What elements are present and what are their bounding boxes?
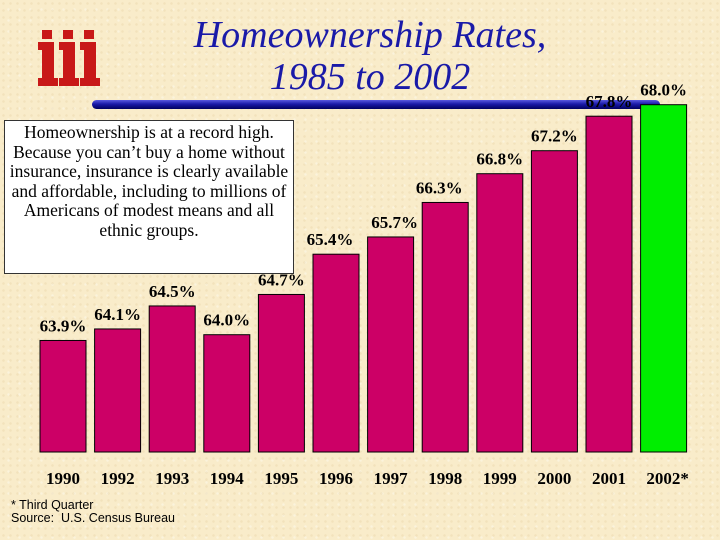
bar-1999 <box>476 173 524 453</box>
bar-2002 <box>640 104 688 453</box>
callout-text: Homeownership is at a record high. Becau… <box>9 122 289 240</box>
bar-2000 <box>530 150 578 453</box>
value-label-2000: 67.2% <box>531 127 578 146</box>
value-label-1995: 64.7% <box>258 270 305 289</box>
value-label-1990: 63.9% <box>40 316 87 335</box>
value-label-1998: 66.3% <box>416 178 463 197</box>
callout-box: Homeownership is at a record high. Becau… <box>4 120 294 274</box>
bar-1996 <box>312 253 360 453</box>
bar-1995 <box>257 293 305 453</box>
year-label-1993: 1993 <box>155 469 189 488</box>
bar-1990 <box>39 339 87 453</box>
footnote: * Third Quarter Source: U.S. Census Bure… <box>11 499 175 525</box>
value-label-1996: 65.4% <box>307 230 354 249</box>
value-label-1994: 64.0% <box>203 311 250 330</box>
value-label-1992: 64.1% <box>94 305 141 324</box>
bar-1992 <box>94 328 142 453</box>
value-label-2002: 68.0% <box>640 81 687 100</box>
year-label-1990: 1990 <box>46 469 80 488</box>
footnote-third-quarter: * Third Quarter <box>11 498 94 512</box>
year-label-2001: 2001 <box>592 469 626 488</box>
iii-logo-icon <box>38 30 100 86</box>
year-label-1994: 1994 <box>210 469 245 488</box>
value-label-1993: 64.5% <box>149 282 196 301</box>
year-label-2002: 2002* <box>646 469 689 488</box>
bar-1994 <box>203 334 251 453</box>
year-label-1996: 1996 <box>319 469 353 488</box>
footnote-source: Source: U.S. Census Bureau <box>11 511 175 525</box>
chart-title: Homeownership Rates, 1985 to 2002 <box>150 14 590 98</box>
year-label-1995: 1995 <box>264 469 298 488</box>
chart-title-line1: Homeownership Rates, <box>193 14 547 56</box>
bar-1997 <box>367 236 415 453</box>
year-label-1992: 1992 <box>101 469 135 488</box>
chart-title-line2: 1985 to 2002 <box>269 56 471 98</box>
year-label-1998: 1998 <box>428 469 462 488</box>
bar-1993 <box>148 305 196 453</box>
title-divider <box>92 100 660 109</box>
year-label-1999: 1999 <box>483 469 517 488</box>
year-label-1997: 1997 <box>374 469 409 488</box>
year-label-2000: 2000 <box>537 469 571 488</box>
bar-1998 <box>421 201 469 453</box>
value-label-2001: 67.8% <box>586 92 633 111</box>
value-label-1999: 66.8% <box>476 150 523 169</box>
bar-2001 <box>585 115 633 453</box>
value-label-1997: 65.7% <box>371 213 418 232</box>
